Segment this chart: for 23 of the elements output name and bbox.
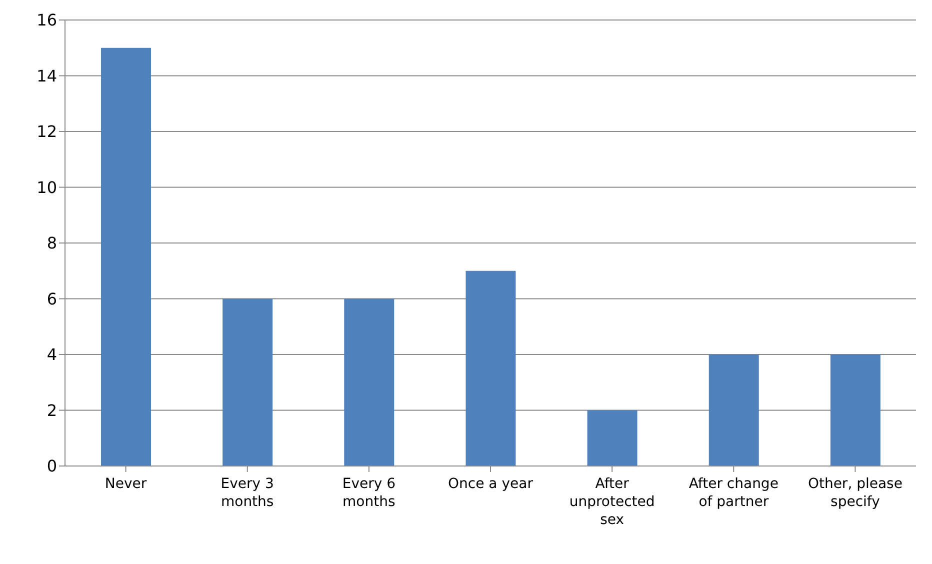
x-tick-label: After unprotected sex	[569, 476, 655, 528]
y-tick-label: 0	[46, 456, 57, 476]
x-tick-label: After change of partner	[688, 476, 778, 510]
y-tick-label: 8	[46, 234, 57, 253]
bar	[587, 410, 638, 466]
y-tick-label: 16	[36, 10, 57, 30]
x-tick-label: Never	[104, 476, 147, 492]
bar	[830, 354, 880, 466]
bar	[344, 298, 394, 466]
y-tick-label: 4	[46, 345, 57, 364]
bar	[222, 298, 273, 466]
y-tick-label: 2	[46, 400, 57, 420]
bar	[101, 48, 151, 466]
bar	[708, 354, 759, 466]
x-tick-label: Every 3 months	[220, 476, 274, 510]
x-tick-label: Once a year	[448, 476, 534, 492]
y-tick-label: 12	[36, 122, 57, 142]
y-tick-label: 10	[36, 178, 57, 197]
y-tick-label: 14	[36, 66, 57, 86]
bar	[466, 270, 516, 466]
x-tick-label: Other, please specify	[808, 476, 902, 510]
x-tick-label: Every 6 months	[342, 476, 396, 510]
y-tick-label: 6	[46, 289, 57, 308]
